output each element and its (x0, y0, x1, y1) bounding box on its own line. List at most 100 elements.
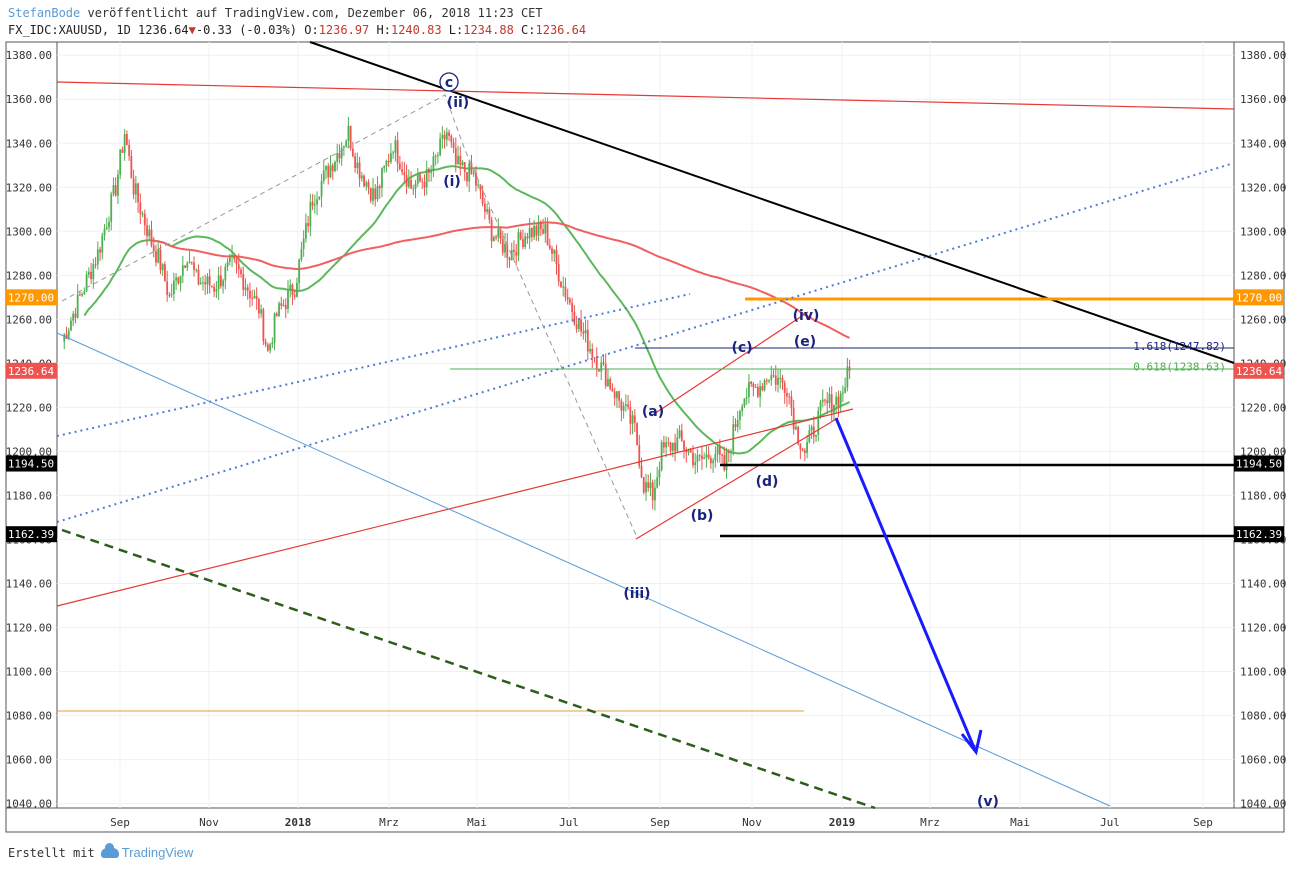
candle-body (108, 221, 110, 228)
candle-body (779, 377, 782, 379)
candle-body (477, 184, 480, 186)
candle-body (810, 426, 813, 431)
candle-body (526, 236, 529, 239)
candle-body (394, 140, 397, 153)
triangle-upper-line (650, 311, 809, 417)
x-tick-label: 2019 (829, 816, 856, 829)
candle-body (410, 179, 412, 189)
candle-body (555, 250, 558, 265)
candle-body (806, 442, 808, 453)
candle-body (591, 348, 594, 358)
candle-body (524, 236, 527, 248)
low-value: 1234.88 (463, 23, 514, 37)
y-tick-left: 1120.00 (6, 622, 52, 635)
candle-body (197, 269, 200, 285)
candle-body (195, 269, 198, 271)
candle-body (452, 142, 455, 148)
candle-body (112, 185, 115, 195)
candle-body (291, 284, 294, 296)
wave-label: (iv) (793, 308, 820, 324)
candle-body (483, 203, 486, 212)
candle-body (94, 264, 97, 266)
wave-path-dashed (61, 94, 637, 536)
candle-body (759, 386, 761, 397)
candle-body (463, 162, 466, 173)
candle-body (157, 249, 160, 263)
candle-body (761, 386, 764, 391)
x-tick-label: Mrz (379, 816, 399, 829)
candle-body (488, 209, 491, 220)
candle-body (387, 160, 390, 163)
candle-body (249, 290, 251, 299)
created-with-text: Erstellt mit (8, 845, 95, 860)
candle-body (638, 445, 641, 467)
candle-body (736, 420, 739, 428)
candle-body (365, 182, 368, 187)
y-tick-right: 1180.00 (1240, 489, 1286, 502)
candle-body (307, 223, 310, 227)
candle-body (783, 382, 786, 393)
black-downtrend-line (309, 41, 1235, 364)
candle-body (479, 184, 482, 191)
candle-body (219, 275, 222, 287)
wave-label: c (445, 75, 453, 91)
candle-body (595, 357, 598, 370)
candle-body (841, 392, 844, 394)
candle-body (398, 163, 401, 170)
y-tick-right: 1280.00 (1240, 269, 1286, 282)
candle-body (768, 380, 770, 382)
y-tick-left: 1040.00 (6, 798, 52, 811)
candle-body (190, 261, 193, 263)
candle-body (824, 399, 826, 401)
price-tag-right (1234, 289, 1284, 306)
y-tick-right: 1080.00 (1240, 710, 1286, 723)
candle-body (461, 162, 464, 166)
candle-body (240, 269, 242, 275)
candle-body (674, 442, 676, 452)
candle-body (150, 229, 153, 246)
y-tick-right: 1100.00 (1240, 666, 1286, 679)
candle-body (616, 391, 618, 399)
author-name[interactable]: StefanBode (8, 6, 81, 20)
candle-body (378, 186, 381, 189)
candle-body (486, 209, 489, 212)
candle-body (748, 381, 750, 398)
price-tag-right-text: 1162.39 (1236, 528, 1282, 541)
candle-body (202, 282, 204, 284)
candle-body (110, 194, 113, 222)
candle-body (445, 132, 448, 140)
candle-body (439, 138, 442, 156)
candle-body (772, 375, 775, 377)
candle-body (340, 147, 343, 159)
price-tag-left-text: 1270.00 (8, 291, 54, 304)
tradingview-logo[interactable]: TradingView (100, 842, 193, 860)
candle-body (152, 245, 155, 252)
candle-body (846, 366, 849, 388)
chart-frame (5, 41, 1285, 833)
candle-body (495, 236, 497, 238)
wave-label: (b) (691, 508, 714, 524)
candle-body (826, 400, 829, 404)
candle-body (343, 146, 345, 148)
candle-body (799, 443, 802, 450)
candle-body (450, 136, 453, 143)
candle-body (687, 450, 690, 453)
candle-body (627, 404, 629, 408)
candle-body (743, 398, 746, 407)
candle-body (358, 162, 361, 179)
candle-body (470, 163, 473, 174)
candle-body (338, 153, 341, 159)
candle-body (770, 375, 773, 381)
candle-body (204, 282, 207, 285)
candle-body (808, 430, 811, 443)
candle-body (721, 454, 723, 456)
candle-body (636, 422, 638, 446)
candle-body (186, 263, 189, 268)
candle-body (271, 342, 274, 345)
candle-body (334, 161, 336, 171)
candle-body (298, 259, 301, 283)
candle-body (613, 391, 616, 399)
candle-body (139, 202, 142, 214)
candle-body (114, 185, 117, 196)
